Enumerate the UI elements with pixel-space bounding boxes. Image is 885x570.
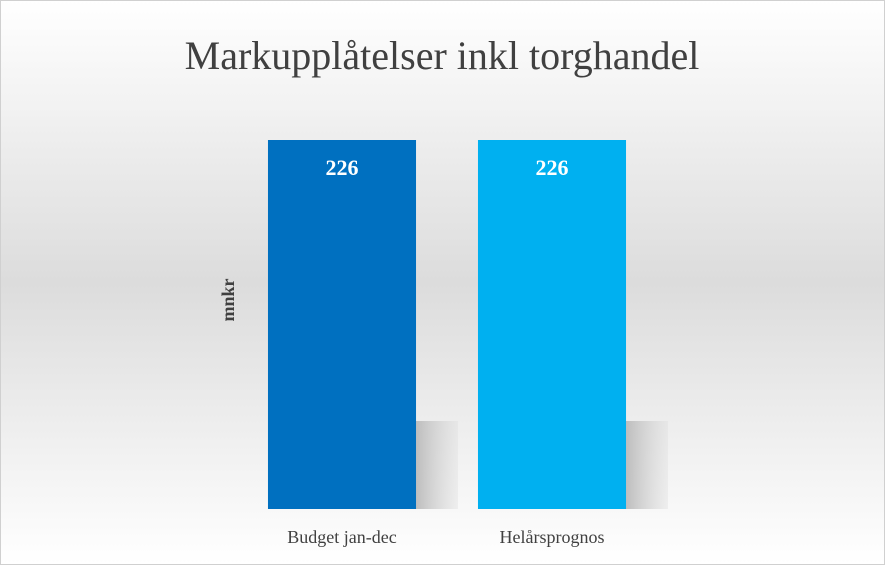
data-label: 226: [536, 155, 569, 180]
y-axis-label: mnkr: [218, 278, 238, 321]
bar-shadow: [416, 421, 459, 509]
x-tick-label: Helårsprognos: [500, 527, 605, 547]
bar: [477, 140, 627, 509]
chart-title: Markupplåtelser inkl torghandel: [185, 33, 700, 78]
x-tick-label: Budget jan-dec: [287, 527, 396, 547]
bar-shadow: [626, 421, 669, 509]
bar: [267, 140, 417, 509]
data-label: 226: [326, 155, 359, 180]
